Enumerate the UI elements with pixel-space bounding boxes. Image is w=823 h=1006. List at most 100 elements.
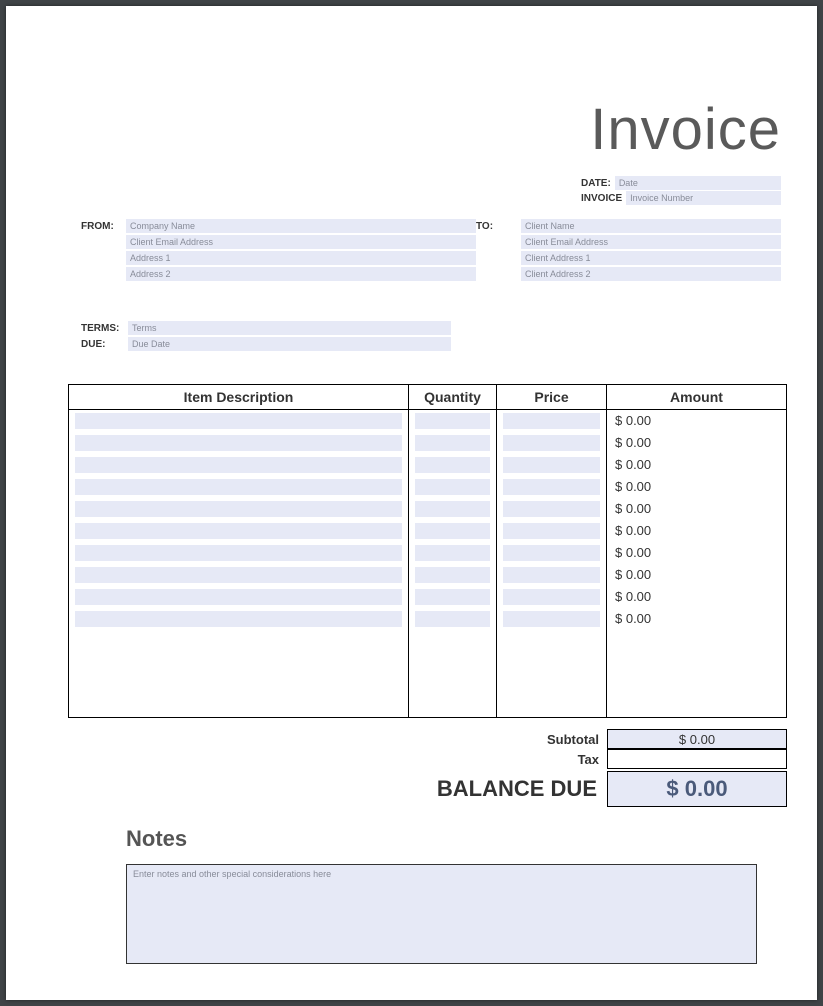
item-amount-cell: $ 0.00 xyxy=(607,608,787,630)
item-desc-cell[interactable] xyxy=(69,542,409,564)
totals-section: Subtotal $ 0.00 Tax BALANCE DUE $ 0.00 xyxy=(68,729,787,807)
blank-cell xyxy=(69,674,409,696)
to-email-field[interactable]: Client Email Address xyxy=(521,235,781,249)
item-qty-cell[interactable] xyxy=(409,498,497,520)
terms-label: TERMS: xyxy=(81,323,128,334)
item-price-cell[interactable] xyxy=(497,542,607,564)
table-row: $ 0.00 xyxy=(69,498,787,520)
address-section: FROM: Company Name Client Email Address … xyxy=(81,219,781,281)
blank-cell xyxy=(497,652,607,674)
blank-cell xyxy=(607,652,787,674)
item-qty-cell[interactable] xyxy=(409,476,497,498)
balance-due-value: $ 0.00 xyxy=(607,771,787,807)
to-column: TO: Client Name Client Email Address Cli… xyxy=(476,219,781,281)
item-price-cell[interactable] xyxy=(497,476,607,498)
subtotal-label: Subtotal xyxy=(68,732,607,747)
item-price-cell[interactable] xyxy=(497,608,607,630)
table-row: $ 0.00 xyxy=(69,410,787,432)
item-desc-cell[interactable] xyxy=(69,564,409,586)
invoice-number-label: INVOICE xyxy=(581,193,622,204)
notes-textarea[interactable]: Enter notes and other special considerat… xyxy=(126,864,757,964)
item-price-cell[interactable] xyxy=(497,410,607,432)
terms-field[interactable]: Terms xyxy=(128,321,451,335)
to-address1-field[interactable]: Client Address 1 xyxy=(521,251,781,265)
notes-section: Notes Enter notes and other special cons… xyxy=(126,826,757,964)
tax-row: Tax xyxy=(68,749,787,769)
from-company-field[interactable]: Company Name xyxy=(126,219,476,233)
item-desc-cell[interactable] xyxy=(69,454,409,476)
item-qty-cell[interactable] xyxy=(409,454,497,476)
from-address1-field[interactable]: Address 1 xyxy=(126,251,476,265)
item-amount-cell: $ 0.00 xyxy=(607,454,787,476)
blank-cell xyxy=(409,696,497,718)
blank-cell xyxy=(69,630,409,652)
table-row: $ 0.00 xyxy=(69,454,787,476)
blank-cell xyxy=(409,652,497,674)
item-price-cell[interactable] xyxy=(497,498,607,520)
table-row: $ 0.00 xyxy=(69,608,787,630)
item-amount-cell: $ 0.00 xyxy=(607,476,787,498)
from-label: FROM: xyxy=(81,219,126,281)
header-price: Price xyxy=(497,385,607,410)
item-amount-cell: $ 0.00 xyxy=(607,586,787,608)
header-description: Item Description xyxy=(69,385,409,410)
item-qty-cell[interactable] xyxy=(409,432,497,454)
blank-cell xyxy=(607,630,787,652)
to-name-field[interactable]: Client Name xyxy=(521,219,781,233)
date-field[interactable]: Date xyxy=(615,176,781,190)
invoice-number-field[interactable]: Invoice Number xyxy=(626,191,781,205)
item-price-cell[interactable] xyxy=(497,586,607,608)
terms-row: TERMS: Terms xyxy=(81,321,451,335)
item-price-cell[interactable] xyxy=(497,454,607,476)
tax-label: Tax xyxy=(68,752,607,767)
subtotal-row: Subtotal $ 0.00 xyxy=(68,729,787,749)
item-qty-cell[interactable] xyxy=(409,520,497,542)
from-email-field[interactable]: Client Email Address xyxy=(126,235,476,249)
item-qty-cell[interactable] xyxy=(409,564,497,586)
date-label: DATE: xyxy=(581,178,611,189)
blank-cell xyxy=(607,696,787,718)
table-row: $ 0.00 xyxy=(69,564,787,586)
item-amount-cell: $ 0.00 xyxy=(607,520,787,542)
item-price-cell[interactable] xyxy=(497,520,607,542)
item-qty-cell[interactable] xyxy=(409,542,497,564)
blank-cell xyxy=(69,696,409,718)
item-desc-cell[interactable] xyxy=(69,520,409,542)
table-header-row: Item Description Quantity Price Amount xyxy=(69,385,787,410)
table-row: $ 0.00 xyxy=(69,476,787,498)
table-row: $ 0.00 xyxy=(69,520,787,542)
item-price-cell[interactable] xyxy=(497,564,607,586)
item-desc-cell[interactable] xyxy=(69,410,409,432)
from-column: FROM: Company Name Client Email Address … xyxy=(81,219,476,281)
item-amount-cell: $ 0.00 xyxy=(607,564,787,586)
item-price-cell[interactable] xyxy=(497,432,607,454)
to-address2-field[interactable]: Client Address 2 xyxy=(521,267,781,281)
due-field[interactable]: Due Date xyxy=(128,337,451,351)
item-desc-cell[interactable] xyxy=(69,432,409,454)
meta-block: DATE: Date INVOICE Invoice Number xyxy=(581,176,781,206)
header-amount: Amount xyxy=(607,385,787,410)
item-desc-cell[interactable] xyxy=(69,498,409,520)
meta-date-row: DATE: Date xyxy=(581,176,781,190)
item-amount-cell: $ 0.00 xyxy=(607,498,787,520)
table-row: $ 0.00 xyxy=(69,542,787,564)
item-amount-cell: $ 0.00 xyxy=(607,542,787,564)
item-desc-cell[interactable] xyxy=(69,476,409,498)
due-row: DUE: Due Date xyxy=(81,337,451,351)
item-qty-cell[interactable] xyxy=(409,608,497,630)
due-label: DUE: xyxy=(81,339,128,350)
from-address2-field[interactable]: Address 2 xyxy=(126,267,476,281)
meta-invoice-row: INVOICE Invoice Number xyxy=(581,191,781,205)
to-label: TO: xyxy=(476,219,521,281)
table-row: $ 0.00 xyxy=(69,586,787,608)
blank-cell xyxy=(409,674,497,696)
blank-cell xyxy=(497,696,607,718)
item-qty-cell[interactable] xyxy=(409,586,497,608)
item-amount-cell: $ 0.00 xyxy=(607,432,787,454)
item-desc-cell[interactable] xyxy=(69,608,409,630)
terms-block: TERMS: Terms DUE: Due Date xyxy=(81,321,451,353)
item-qty-cell[interactable] xyxy=(409,410,497,432)
tax-value[interactable] xyxy=(607,749,787,769)
balance-row: BALANCE DUE $ 0.00 xyxy=(68,771,787,807)
item-desc-cell[interactable] xyxy=(69,586,409,608)
